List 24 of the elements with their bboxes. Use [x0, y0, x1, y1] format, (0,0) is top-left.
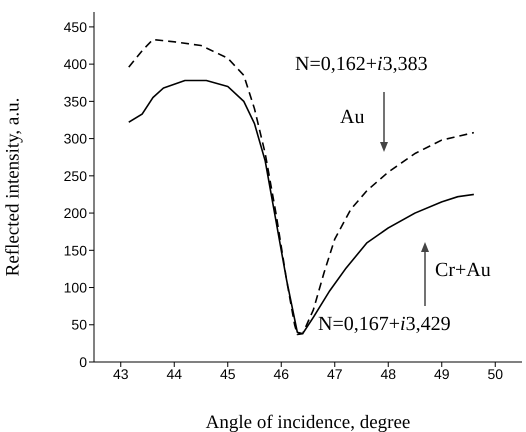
annotation: N=0,167+i3,429	[318, 312, 451, 336]
annotation: N=0,162+i3,383	[295, 52, 428, 76]
x-axis-title: Angle of incidence, degree	[206, 412, 410, 432]
y-tick-label: 0	[79, 354, 88, 370]
x-tick-label: 46	[273, 366, 290, 382]
x-tick-label: 49	[434, 366, 450, 382]
x-tick-label: 44	[166, 366, 182, 382]
annotation: Au	[340, 105, 364, 129]
y-tick-label: 350	[64, 93, 88, 110]
y-tick-label: 150	[64, 242, 88, 258]
y-tick-label: 400	[64, 56, 88, 72]
x-tick-label: 43	[112, 366, 129, 382]
x-tick-label: 48	[380, 366, 396, 382]
x-tick-label: 45	[220, 366, 236, 382]
y-axis-title: Reflected intensity, a.u.	[2, 98, 24, 276]
y-tick-label: 50	[71, 316, 88, 333]
y-tick-label: 250	[64, 168, 88, 184]
y-tick-label: 100	[64, 280, 88, 296]
y-tick-label: 300	[64, 130, 88, 147]
annotation: Cr+Au	[435, 258, 491, 282]
y-tick-label: 200	[64, 205, 88, 222]
x-tick-label: 50	[487, 366, 504, 382]
y-tick-label: 450	[64, 18, 88, 35]
x-tick-label: 47	[326, 366, 343, 382]
